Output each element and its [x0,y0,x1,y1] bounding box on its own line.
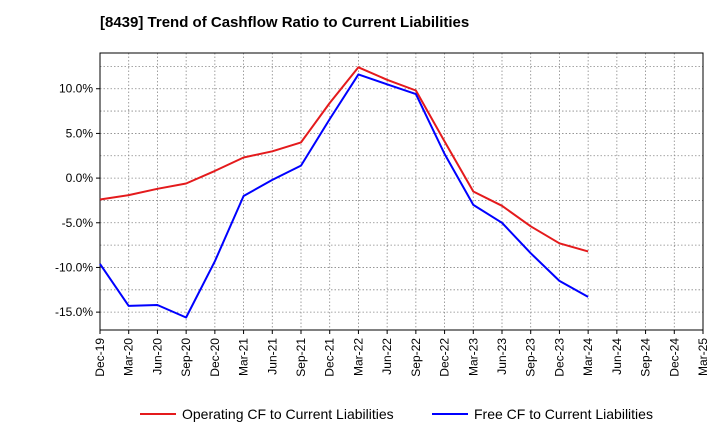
series-line-free-cf [99,73,589,319]
x-axis: Dec-19 Mar-20 Jun-20 Sep-20 Dec-20 Mar-21 Jun-… [93,330,710,377]
x-tick-label: Dec-20 [208,338,222,377]
x-tick-label: Mar-24 [581,338,595,376]
chart-title: [8439] Trend of Cashflow Ratio to Curren… [100,14,470,31]
x-tick-label: Dec-21 [323,338,337,377]
x-tick-label: Dec-19 [93,338,107,377]
legend-label: Operating CF to Current Liabilities [182,406,394,422]
legend: Operating CF to Current Liabilities Free … [140,406,653,422]
x-tick-label: Jun-24 [610,338,624,375]
y-axis: 10.0% 5.0% 0.0% -5.0% -10.0% -15.0% [55,82,100,319]
y-tick-label: 0.0% [66,171,94,185]
x-tick-label: Dec-22 [438,338,452,377]
y-tick-label: 5.0% [66,126,94,140]
y-tick-label: -10.0% [55,260,93,274]
x-tick-label: Sep-20 [179,338,193,377]
x-tick-label: Mar-20 [122,338,136,376]
x-tick-label: Dec-24 [667,338,681,377]
x-tick-label: Jun-20 [150,338,164,375]
plot-frame [99,52,704,331]
x-tick-label: Jun-23 [495,338,509,375]
series-group [99,66,589,319]
legend-label: Free CF to Current Liabilities [474,406,653,422]
x-tick-label: Mar-23 [466,338,480,376]
x-tick-label: Jun-21 [265,338,279,375]
y-tick-label: -15.0% [55,305,93,319]
series-line-operating-cf [99,66,589,253]
x-tick-label: Sep-24 [639,338,653,377]
x-tick-label: Dec-23 [552,338,566,377]
x-tick-label: Mar-21 [237,338,251,376]
x-tick-label: Sep-21 [294,338,308,377]
x-tick-label: Sep-23 [524,338,538,377]
x-tick-label: Jun-22 [380,338,394,375]
y-tick-label: -5.0% [62,216,94,230]
x-tick-label: Mar-22 [351,338,365,376]
x-tick-label: Mar-25 [696,338,710,376]
grid [100,53,703,330]
y-tick-label: 10.0% [59,82,93,96]
x-tick-label: Sep-22 [409,338,423,377]
